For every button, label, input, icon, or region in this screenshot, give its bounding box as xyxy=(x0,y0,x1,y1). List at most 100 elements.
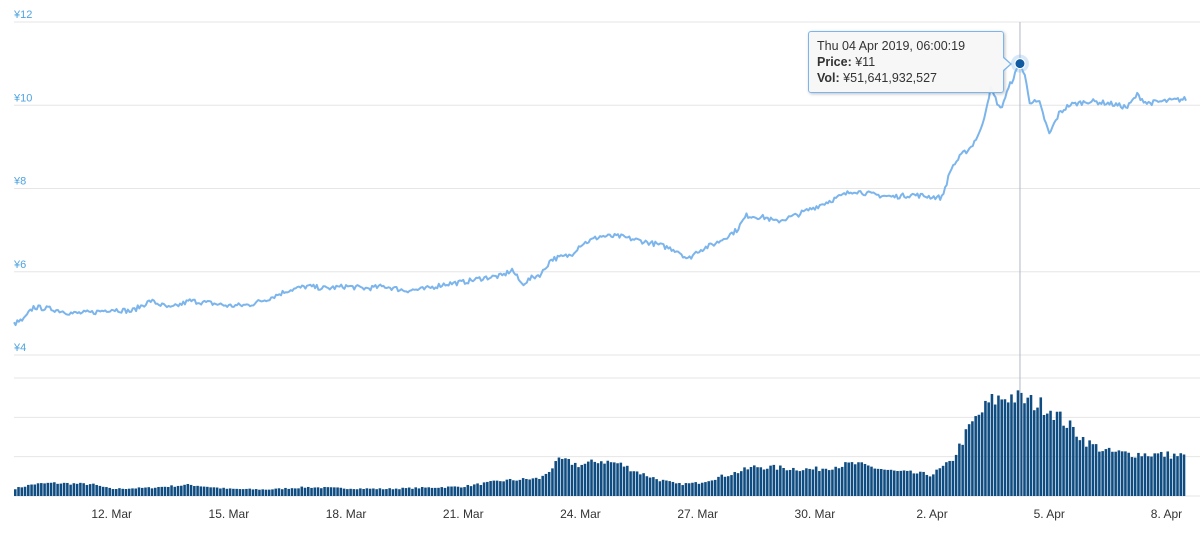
volume-bar xyxy=(23,486,27,496)
volume-bar xyxy=(1130,457,1134,496)
volume-bar xyxy=(153,487,157,496)
volume-bar xyxy=(1166,451,1170,496)
volume-bar xyxy=(948,460,951,496)
volume-bar xyxy=(329,487,333,496)
volume-bar xyxy=(798,471,802,496)
volume-bar xyxy=(333,487,336,496)
volume-bar xyxy=(183,484,186,496)
price-line xyxy=(13,64,1187,327)
volume-bar xyxy=(590,459,593,496)
volume-bar xyxy=(961,444,964,496)
volume-bar xyxy=(235,488,238,496)
volume-bar xyxy=(72,483,76,496)
volume-bar xyxy=(993,404,997,496)
volume-bar xyxy=(775,469,779,496)
volume-bar xyxy=(678,483,681,496)
volume-bar xyxy=(101,486,105,496)
volume-bar xyxy=(437,487,440,496)
volume-bar xyxy=(267,489,271,496)
volume-bar xyxy=(105,487,108,496)
volume-bar xyxy=(570,464,574,496)
volume-bar xyxy=(407,487,411,496)
volume-bar xyxy=(782,467,785,496)
volume-bar xyxy=(814,466,818,496)
volume-bar xyxy=(1065,427,1069,496)
volume-bar xyxy=(36,483,40,496)
volume-bar xyxy=(525,478,528,496)
volume-bar xyxy=(316,487,320,496)
volume-bar xyxy=(974,416,977,496)
volume-bar xyxy=(808,468,811,496)
volume-bar xyxy=(577,467,580,496)
volume-bar xyxy=(840,466,844,496)
volume-bar xyxy=(49,482,53,496)
volume-bar xyxy=(863,463,867,496)
volume-bar xyxy=(837,468,841,496)
volume-bar xyxy=(661,479,665,496)
volume-bar xyxy=(902,470,906,496)
volume-bar xyxy=(922,471,925,496)
volume-bar xyxy=(391,489,395,496)
volume-bar xyxy=(1133,457,1137,496)
volume-bar xyxy=(108,487,111,496)
volume-bar xyxy=(381,489,385,496)
volume-bar xyxy=(1088,440,1091,496)
volume-bar xyxy=(1081,437,1085,496)
volume-bar xyxy=(160,486,164,496)
volume-bar xyxy=(1032,410,1036,496)
volume-bar xyxy=(424,487,427,496)
volume-bar xyxy=(1016,390,1020,496)
volume-bar xyxy=(378,488,382,496)
volume-bar xyxy=(186,483,190,496)
volume-bar xyxy=(33,484,37,496)
volume-bar xyxy=(769,465,772,496)
volume-bar xyxy=(603,463,606,496)
volume-bar xyxy=(655,479,658,496)
volume-bar xyxy=(932,474,935,496)
volume-bar xyxy=(990,394,994,496)
volume-bar xyxy=(193,486,196,496)
volume-bar xyxy=(893,470,896,496)
volume-bars xyxy=(14,390,1186,496)
volume-bar xyxy=(505,479,509,496)
volume-bar xyxy=(440,487,444,496)
volume-bar xyxy=(388,488,391,496)
x-tick-label: 15. Mar xyxy=(209,507,250,521)
volume-bar xyxy=(723,476,727,496)
volume-bar xyxy=(909,470,912,496)
volume-bar xyxy=(446,486,450,496)
volume-bar xyxy=(346,489,349,496)
volume-bar xyxy=(95,484,98,496)
volume-bar xyxy=(372,488,375,496)
volume-bar xyxy=(469,486,473,496)
volume-bar xyxy=(79,482,82,496)
volume-bar xyxy=(1013,402,1017,496)
volume-bar xyxy=(811,469,815,496)
volume-bar xyxy=(206,486,209,496)
volume-bar xyxy=(401,487,404,496)
volume-bar xyxy=(580,464,584,496)
volume-bar xyxy=(557,457,561,496)
volume-bar xyxy=(277,488,281,496)
volume-bar xyxy=(121,488,124,496)
x-tick-label: 8. Apr xyxy=(1151,507,1182,521)
volume-bar xyxy=(56,483,59,496)
volume-bar xyxy=(339,487,343,496)
price-tick-label: ¥6 xyxy=(13,259,26,271)
volume-bar xyxy=(681,485,684,496)
volume-bar xyxy=(1111,451,1114,496)
volume-bar xyxy=(691,482,694,496)
volume-bar xyxy=(66,482,69,496)
x-tick-label: 24. Mar xyxy=(560,507,601,521)
volume-bar xyxy=(896,471,899,496)
volume-bar xyxy=(241,489,245,496)
volume-bar xyxy=(85,484,89,496)
volume-bar xyxy=(326,487,330,496)
volume-bar xyxy=(271,489,274,496)
volume-bar xyxy=(310,487,313,496)
volume-bar xyxy=(531,478,535,496)
volume-bar xyxy=(613,462,616,496)
volume-bar xyxy=(779,465,782,496)
volume-bar xyxy=(199,486,203,496)
